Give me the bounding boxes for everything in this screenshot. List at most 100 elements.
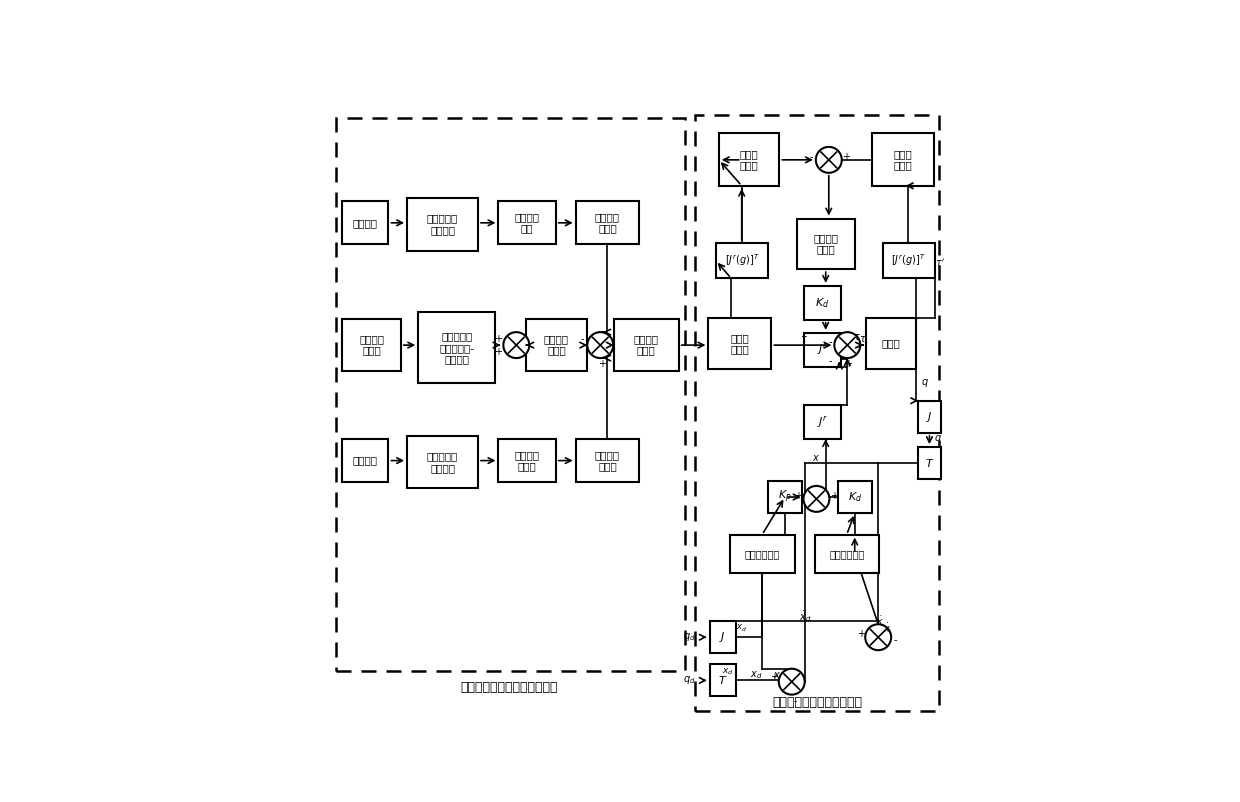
Text: 考虑关节摩
擦力的牛顿-
欧拉建模: 考虑关节摩 擦力的牛顿- 欧拉建模 [439, 331, 474, 364]
FancyBboxPatch shape [526, 318, 587, 371]
FancyBboxPatch shape [804, 286, 841, 320]
Text: +: + [598, 359, 605, 369]
Text: $\tau$: $\tau$ [800, 334, 808, 344]
FancyBboxPatch shape [575, 439, 639, 482]
Text: 机器人运
动分析: 机器人运 动分析 [360, 334, 384, 355]
Text: $[J^r(g)]^T$: $[J^r(g)]^T$ [724, 253, 759, 269]
Text: +: + [495, 346, 502, 357]
Text: $\dot{x}$: $\dot{x}$ [883, 622, 892, 635]
FancyBboxPatch shape [342, 439, 388, 482]
Text: $\dot{x}_d$: $\dot{x}_d$ [735, 621, 746, 634]
Text: 理论末
端受力: 理论末 端受力 [740, 148, 759, 170]
Circle shape [588, 332, 614, 358]
Circle shape [503, 332, 529, 358]
Text: $\dot{x}$: $\dot{x}$ [875, 615, 883, 627]
Text: 空载动力
学模型: 空载动力 学模型 [544, 334, 569, 355]
FancyBboxPatch shape [614, 318, 678, 371]
Text: $\tau'$: $\tau'$ [935, 257, 945, 269]
FancyBboxPatch shape [797, 218, 854, 269]
Text: 动力学建模及动力学参数辨识: 动力学建模及动力学参数辨识 [460, 682, 558, 695]
Circle shape [816, 147, 842, 172]
Text: $J^r$: $J^r$ [817, 415, 828, 430]
FancyBboxPatch shape [342, 318, 401, 371]
Text: $J$: $J$ [719, 630, 727, 644]
FancyBboxPatch shape [418, 313, 495, 383]
FancyBboxPatch shape [715, 242, 769, 278]
Text: +: + [857, 629, 866, 639]
FancyBboxPatch shape [708, 318, 771, 369]
Text: 完整动力
学模型: 完整动力 学模型 [634, 334, 658, 355]
FancyBboxPatch shape [342, 201, 388, 245]
Circle shape [835, 332, 861, 358]
FancyBboxPatch shape [769, 481, 802, 513]
Text: $x_d$: $x_d$ [722, 666, 734, 677]
FancyBboxPatch shape [872, 133, 934, 186]
FancyBboxPatch shape [804, 405, 841, 439]
Text: 改进遗传
算法: 改进遗传 算法 [515, 212, 539, 233]
FancyBboxPatch shape [815, 535, 879, 573]
FancyBboxPatch shape [498, 439, 556, 482]
FancyBboxPatch shape [719, 133, 780, 186]
FancyBboxPatch shape [838, 481, 872, 513]
Text: $K_d$: $K_d$ [816, 296, 830, 310]
Text: $T$: $T$ [718, 674, 728, 687]
FancyBboxPatch shape [804, 333, 841, 367]
Text: 实际末
端受力: 实际末 端受力 [894, 148, 913, 170]
FancyBboxPatch shape [730, 535, 795, 573]
FancyBboxPatch shape [407, 436, 479, 488]
Text: $q_d$: $q_d$ [683, 674, 696, 687]
Text: $x$: $x$ [812, 453, 821, 463]
Text: +: + [830, 491, 838, 500]
Text: 末端受到
的外力: 末端受到 的外力 [813, 233, 838, 254]
Text: $T$: $T$ [925, 457, 935, 469]
Text: 运动状态及
测量力矩: 运动状态及 测量力矩 [427, 213, 458, 235]
FancyBboxPatch shape [407, 198, 479, 250]
Text: -: - [828, 337, 832, 347]
Circle shape [779, 669, 805, 695]
FancyBboxPatch shape [866, 318, 916, 369]
Text: -: - [810, 152, 813, 162]
Text: 基于动力学模型的阻抗控制: 基于动力学模型的阻抗控制 [773, 696, 863, 709]
Text: +: + [794, 491, 802, 500]
FancyBboxPatch shape [709, 664, 737, 696]
Text: $\tau$: $\tau$ [853, 332, 861, 342]
Text: $x_d$: $x_d$ [750, 670, 763, 682]
FancyBboxPatch shape [498, 201, 556, 245]
Text: -: - [794, 696, 797, 706]
Text: 激励轨迹: 激励轨迹 [353, 218, 378, 228]
Text: $q$: $q$ [935, 433, 942, 445]
Text: $K_p$: $K_p$ [779, 489, 792, 505]
Text: $J^r$: $J^r$ [817, 342, 828, 358]
Text: $J$: $J$ [926, 410, 934, 423]
Text: -: - [828, 356, 832, 367]
Text: +: + [770, 672, 779, 683]
Text: $\dot{x}_d$: $\dot{x}_d$ [799, 609, 811, 624]
Text: $[J^r(g)]^T$: $[J^r(g)]^T$ [892, 253, 926, 269]
Text: 运动状态及
测量力矩: 运动状态及 测量力矩 [427, 452, 458, 473]
Circle shape [866, 624, 892, 650]
Text: 末端位置误差: 末端位置误差 [745, 549, 780, 559]
Text: 连杆动力
学参数: 连杆动力 学参数 [595, 212, 620, 233]
Text: $q_d$: $q_d$ [683, 631, 696, 643]
Text: +: + [842, 152, 851, 162]
Text: $\tau$: $\tau$ [859, 334, 867, 344]
FancyBboxPatch shape [919, 401, 941, 433]
FancyBboxPatch shape [709, 622, 737, 654]
Text: 负载动力
学参数: 负载动力 学参数 [595, 450, 620, 472]
Text: +: + [495, 334, 502, 343]
FancyBboxPatch shape [883, 242, 935, 278]
Text: 理论关
节力矩: 理论关 节力矩 [730, 333, 749, 354]
Circle shape [804, 486, 830, 512]
Text: 末端速度误差: 末端速度误差 [830, 549, 864, 559]
Text: 改进粒子
群算法: 改进粒子 群算法 [515, 450, 539, 472]
Text: $x$: $x$ [774, 670, 781, 680]
FancyBboxPatch shape [575, 201, 639, 245]
FancyBboxPatch shape [919, 447, 941, 479]
Text: $q$: $q$ [921, 378, 929, 390]
Text: -: - [894, 635, 898, 646]
Text: 机器人: 机器人 [882, 338, 900, 349]
Text: -: - [580, 334, 584, 343]
Text: $K_d$: $K_d$ [848, 490, 862, 504]
Text: 激励轨迹: 激励轨迹 [353, 456, 378, 466]
Text: +: + [844, 359, 852, 369]
